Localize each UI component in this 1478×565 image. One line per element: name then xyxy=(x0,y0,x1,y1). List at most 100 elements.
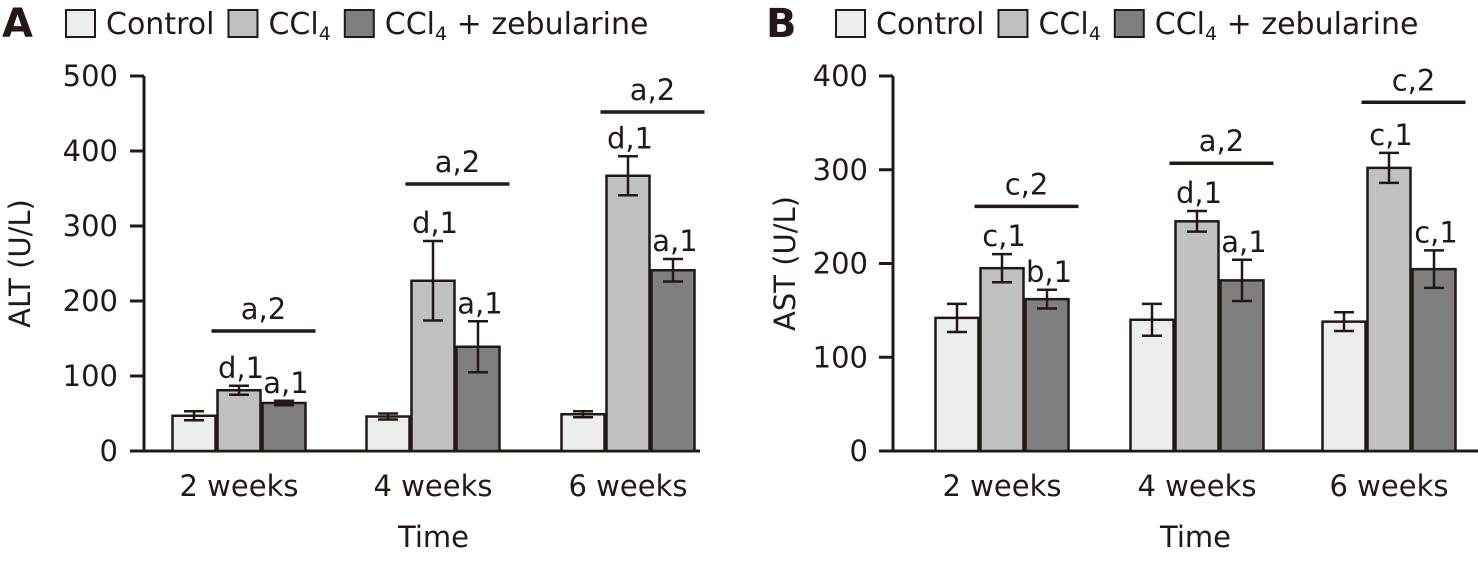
significance-label: c,1 xyxy=(982,219,1026,253)
legend-label: CCl4 + zebularine xyxy=(1155,7,1419,45)
comparison-bracket: a,2 xyxy=(600,73,705,114)
x-tick-label: 6 weeks xyxy=(1330,469,1449,503)
bar xyxy=(1129,318,1175,453)
x-axis-title: Time xyxy=(1159,520,1231,554)
y-tick-label: 400 xyxy=(63,134,118,168)
bar xyxy=(1219,279,1265,453)
error-bar xyxy=(423,239,443,322)
legend-label: CCl4 xyxy=(1038,7,1100,45)
y-axis-title: ALT (U/L) xyxy=(3,199,37,328)
bar xyxy=(1321,320,1367,453)
significance-label: c,1 xyxy=(1369,118,1413,152)
legend-swatch xyxy=(835,9,866,38)
y-tick-label: 500 xyxy=(63,59,118,93)
bar xyxy=(216,389,262,453)
error-bar xyxy=(468,320,488,374)
significance-label: d,1 xyxy=(218,351,264,385)
bar xyxy=(650,269,696,453)
error-bar xyxy=(1334,311,1354,333)
x-tick-label: 4 weeks xyxy=(1138,469,1257,503)
y-tick-label: 300 xyxy=(813,153,868,187)
error-bar xyxy=(1142,302,1162,337)
bar-group: d,1 a,1 a,2 xyxy=(560,73,705,453)
significance-label: c,1 xyxy=(1414,215,1458,249)
bracket-label: a,2 xyxy=(241,292,286,326)
error-bar xyxy=(992,252,1012,284)
significance-label: a,1 xyxy=(263,366,308,400)
significance-label: a,1 xyxy=(457,286,502,320)
legend: Control CCl4 CCl4 + zebularine xyxy=(835,7,1419,45)
significance-label: a,1 xyxy=(1221,225,1266,259)
x-axis-title: Time xyxy=(397,520,469,554)
error-bar xyxy=(573,410,593,419)
bar xyxy=(1024,297,1070,453)
bracket-label: c,2 xyxy=(1005,167,1049,201)
bar xyxy=(1411,267,1457,453)
legend-label: CCl4 xyxy=(268,7,330,45)
bar xyxy=(171,414,217,453)
legend-swatch xyxy=(343,9,375,38)
y-tick-label: 300 xyxy=(63,209,118,243)
error-bar xyxy=(378,412,398,421)
error-bar xyxy=(1232,258,1252,303)
x-tick-label: 6 weeks xyxy=(569,469,688,503)
significance-label: d,1 xyxy=(607,121,653,155)
panel-letter: A xyxy=(2,1,33,47)
error-bar xyxy=(618,155,638,197)
error-bar xyxy=(229,384,249,396)
legend-swatch xyxy=(997,9,1029,38)
bar xyxy=(934,316,980,453)
y-tick-label: 100 xyxy=(63,359,118,393)
comparison-bracket: c,2 xyxy=(1361,63,1466,104)
bar-group: c,1b,1 c,2 xyxy=(934,167,1079,453)
y-tick-label: 200 xyxy=(813,247,868,281)
significance-label: a,1 xyxy=(652,224,697,258)
bar xyxy=(1366,166,1412,453)
legend-swatch xyxy=(65,9,96,38)
y-tick-label: 400 xyxy=(813,59,868,93)
bar-group: d,1 a,1 a,2 xyxy=(365,145,510,453)
error-bar xyxy=(1037,288,1057,310)
x-tick-label: 2 weeks xyxy=(180,469,299,503)
bar-group: c,1 c,1 c,2 xyxy=(1321,63,1466,453)
error-bar xyxy=(1424,249,1444,290)
legend-item: CCl4 xyxy=(997,7,1101,45)
legend-swatch xyxy=(1113,9,1145,38)
legend-item: CCl4 + zebularine xyxy=(1113,7,1419,45)
bar xyxy=(365,415,411,453)
bar-group: d,1 a,1 a,2 xyxy=(1129,124,1274,453)
bracket-label: c,2 xyxy=(1392,63,1436,97)
comparison-bracket: a,2 xyxy=(211,292,316,333)
bar xyxy=(560,413,606,453)
chart-panel-b: B Control CCl4 CCl4 + zebularine 0 100 200 300 4… xyxy=(766,1,1478,554)
comparison-bracket: a,2 xyxy=(405,145,510,186)
bar xyxy=(979,266,1025,453)
error-bar xyxy=(1187,209,1207,233)
y-tick-label: 0 xyxy=(850,434,868,468)
y-axis-title: AST (U/L) xyxy=(768,196,802,331)
chart-panel-a: A Control CCl4 CCl4 + zebularine 0 100 200 300 4… xyxy=(2,1,705,554)
legend-item: CCl4 xyxy=(227,7,331,45)
error-bar xyxy=(663,257,683,283)
significance-label: d,1 xyxy=(1176,176,1222,210)
x-tick-label: 2 weeks xyxy=(943,469,1062,503)
legend-item: CCl4 + zebularine xyxy=(343,7,649,45)
error-bar xyxy=(947,302,967,334)
legend-swatch xyxy=(227,9,259,38)
bar xyxy=(1174,220,1220,453)
legend-item: Control xyxy=(835,7,984,42)
bracket-label: a,2 xyxy=(1199,124,1244,158)
comparison-bracket: a,2 xyxy=(1169,124,1274,165)
panel-letter: B xyxy=(766,1,797,47)
legend-label: CCl4 + zebularine xyxy=(385,7,649,45)
y-tick-label: 0 xyxy=(100,434,118,468)
error-bar xyxy=(1379,151,1399,185)
legend-label: Control xyxy=(106,7,214,42)
error-bar xyxy=(274,399,294,407)
legend: Control CCl4 CCl4 + zebularine xyxy=(65,7,649,45)
bracket-label: a,2 xyxy=(435,145,480,179)
significance-label: d,1 xyxy=(412,206,458,240)
y-tick-label: 100 xyxy=(813,340,868,374)
